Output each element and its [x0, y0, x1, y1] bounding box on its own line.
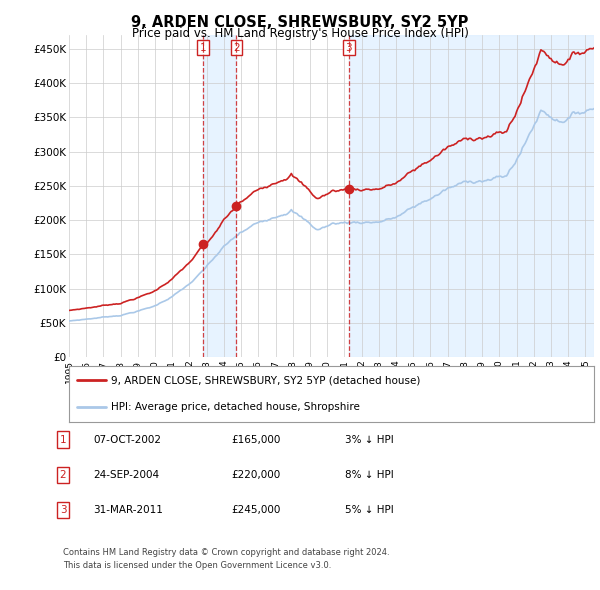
Text: £245,000: £245,000	[231, 506, 280, 515]
Text: 3: 3	[59, 506, 67, 515]
Text: 1: 1	[199, 42, 206, 53]
Text: 07-OCT-2002: 07-OCT-2002	[93, 435, 161, 444]
Text: 3% ↓ HPI: 3% ↓ HPI	[345, 435, 394, 444]
Text: 8% ↓ HPI: 8% ↓ HPI	[345, 470, 394, 480]
Text: £220,000: £220,000	[231, 470, 280, 480]
Text: This data is licensed under the Open Government Licence v3.0.: This data is licensed under the Open Gov…	[63, 560, 331, 569]
Text: 24-SEP-2004: 24-SEP-2004	[93, 470, 159, 480]
Text: HPI: Average price, detached house, Shropshire: HPI: Average price, detached house, Shro…	[111, 402, 360, 412]
Text: 9, ARDEN CLOSE, SHREWSBURY, SY2 5YP (detached house): 9, ARDEN CLOSE, SHREWSBURY, SY2 5YP (det…	[111, 375, 421, 385]
Text: £165,000: £165,000	[231, 435, 280, 444]
Text: 9, ARDEN CLOSE, SHREWSBURY, SY2 5YP: 9, ARDEN CLOSE, SHREWSBURY, SY2 5YP	[131, 15, 469, 30]
Text: Contains HM Land Registry data © Crown copyright and database right 2024.: Contains HM Land Registry data © Crown c…	[63, 548, 389, 556]
Text: 2: 2	[233, 42, 240, 53]
Text: 3: 3	[346, 42, 352, 53]
Text: 5% ↓ HPI: 5% ↓ HPI	[345, 506, 394, 515]
Bar	[349, 35, 594, 357]
Text: 1: 1	[59, 435, 67, 444]
Bar	[203, 35, 236, 357]
Text: 31-MAR-2011: 31-MAR-2011	[93, 506, 163, 515]
Text: Price paid vs. HM Land Registry's House Price Index (HPI): Price paid vs. HM Land Registry's House …	[131, 27, 469, 40]
Text: 2: 2	[59, 470, 67, 480]
